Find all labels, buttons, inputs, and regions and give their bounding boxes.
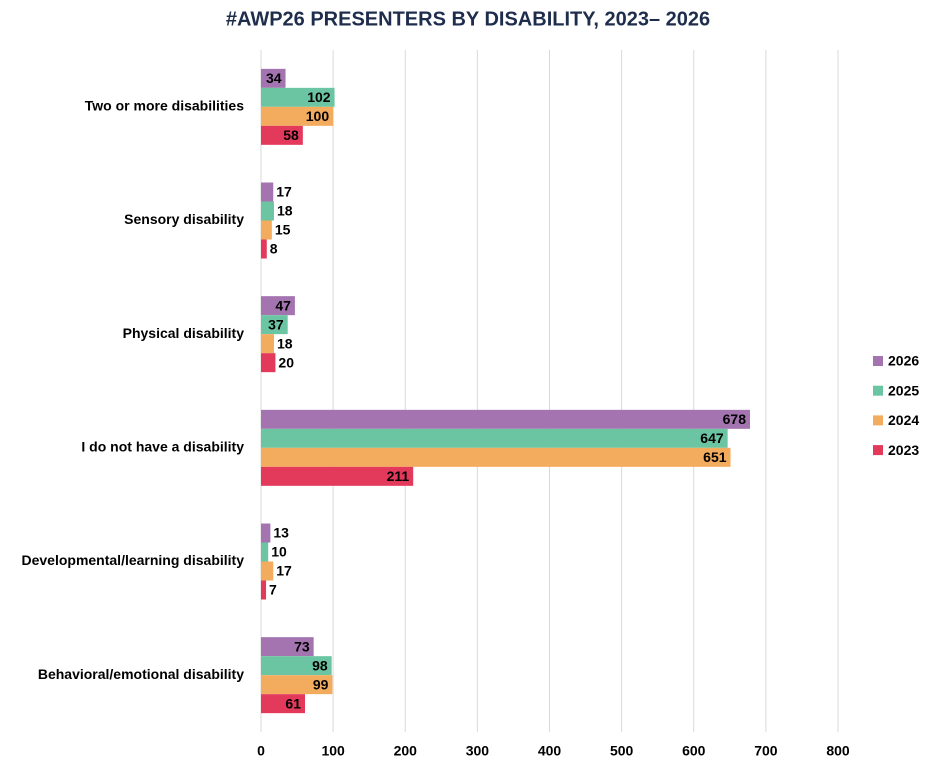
data-label: 18 [277, 203, 293, 219]
bar [261, 580, 267, 600]
legend-swatch [873, 445, 883, 456]
bar [261, 220, 272, 240]
data-label: 10 [271, 544, 287, 560]
data-label: 15 [275, 222, 291, 238]
bar [261, 637, 314, 657]
data-label: 678 [723, 411, 747, 427]
bar [261, 466, 414, 486]
x-tick-label: 200 [394, 743, 418, 759]
legend-label: 2025 [888, 382, 919, 398]
x-tick-label: 400 [538, 743, 562, 759]
bar [261, 353, 276, 373]
x-tick-label: 500 [610, 743, 634, 759]
data-label: 647 [700, 430, 724, 446]
data-label: 58 [283, 127, 299, 143]
x-tick-label: 700 [754, 743, 778, 759]
data-label: 211 [387, 468, 410, 484]
legend-swatch [873, 356, 883, 366]
category-label: Behavioral/emotional disability [38, 666, 244, 682]
data-label: 73 [294, 638, 310, 654]
data-label: 100 [306, 108, 330, 124]
category-label: Physical disability [123, 325, 245, 341]
chart-title: #AWP26 PRESENTERS BY DISABILITY, 2023– 2… [226, 8, 710, 30]
category-label: Developmental/learning disability [21, 552, 244, 568]
legend-swatch [873, 385, 883, 396]
legend-label: 2026 [888, 353, 919, 369]
x-tick-label: 0 [257, 743, 265, 759]
bar [261, 239, 267, 259]
data-label: 37 [268, 316, 284, 332]
data-label: 98 [312, 657, 328, 673]
bar [261, 87, 335, 107]
bar [261, 68, 286, 88]
legend-label: 2024 [888, 412, 919, 428]
bar [261, 561, 274, 581]
data-label: 99 [313, 676, 329, 692]
bar [261, 201, 274, 221]
bar [261, 694, 305, 714]
bar [261, 523, 271, 543]
data-label: 47 [275, 297, 291, 313]
legend-swatch [873, 415, 883, 426]
x-tick-label: 300 [466, 743, 490, 759]
data-label: 17 [276, 184, 292, 200]
bar [261, 334, 274, 354]
category-label: I do not have a disability [81, 439, 244, 455]
data-label: 18 [277, 335, 293, 351]
data-label: 17 [276, 563, 292, 579]
bar [261, 428, 728, 448]
category-label: Sensory disability [124, 211, 244, 227]
bar [261, 656, 332, 676]
data-label: 34 [266, 70, 282, 86]
bar [261, 296, 295, 316]
data-label: 13 [273, 525, 289, 541]
category-label: Two or more disabilities [85, 98, 244, 114]
bar [261, 125, 303, 145]
data-label: 7 [269, 582, 277, 598]
x-tick-label: 600 [682, 743, 706, 759]
legend-label: 2023 [888, 442, 919, 458]
bar [261, 106, 334, 126]
bar [261, 675, 333, 695]
data-label: 102 [307, 89, 331, 105]
bar [261, 447, 731, 467]
bar [261, 315, 288, 335]
x-tick-label: 800 [826, 743, 850, 759]
data-label: 8 [270, 241, 278, 257]
x-tick-label: 100 [321, 743, 345, 759]
data-label: 20 [278, 354, 294, 370]
data-label: 651 [703, 449, 727, 465]
bar [261, 182, 274, 202]
data-label: 61 [285, 695, 301, 711]
bar [261, 409, 751, 429]
bar [261, 542, 269, 562]
